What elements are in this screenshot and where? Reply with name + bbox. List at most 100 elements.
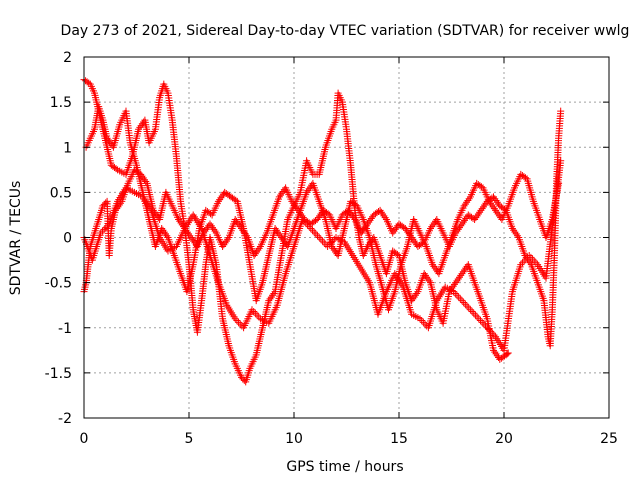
data-point	[175, 215, 182, 223]
data-point-interp	[375, 208, 383, 216]
data-point	[401, 224, 409, 232]
data-point-interp	[330, 246, 338, 254]
data-point-interp	[493, 208, 501, 216]
data-point-interp	[253, 248, 261, 256]
data-point	[357, 229, 365, 237]
data-point-interp	[468, 308, 476, 316]
data-point	[504, 349, 512, 357]
data-point-interp	[527, 253, 535, 261]
data-point-interp	[481, 201, 489, 209]
data-point-interp	[289, 199, 297, 207]
data-point-interp	[270, 289, 278, 297]
x-tick-label: 25	[600, 431, 618, 447]
data-point	[303, 188, 311, 196]
data-point-interp	[529, 255, 537, 263]
y-tick-label: 1.5	[50, 95, 72, 111]
data-point-interp	[455, 224, 463, 232]
data-point-interp	[279, 187, 287, 195]
data-point	[427, 224, 434, 232]
data-point	[271, 224, 279, 232]
data-point-interp	[474, 210, 482, 218]
data-point-interp	[453, 277, 461, 285]
data-point	[458, 297, 466, 305]
data-point-interp	[431, 264, 439, 272]
data-point-interp	[465, 304, 473, 312]
data-point-interp	[493, 352, 501, 360]
data-point-interp	[137, 122, 145, 130]
data-point-interp	[329, 237, 337, 245]
y-tick-label: -0.5	[45, 276, 72, 292]
data-point-interp	[428, 223, 436, 231]
data-point-interp	[235, 221, 243, 229]
y-tick-label: -1.5	[45, 366, 72, 382]
data-point-interp	[400, 223, 408, 231]
data-point-interp	[161, 230, 169, 238]
data-point-interp	[177, 219, 185, 227]
data-point-interp	[350, 214, 358, 222]
data-point	[315, 234, 323, 241]
data-point-interp	[491, 348, 499, 356]
data-point-interp	[278, 189, 286, 197]
data-point-interp	[381, 214, 389, 222]
data-point	[429, 261, 437, 269]
y-tick-label: 1	[63, 140, 72, 156]
data-point-interp	[471, 311, 479, 319]
data-point	[525, 252, 533, 260]
data-point-interp	[429, 221, 437, 229]
data-point-interp	[432, 266, 440, 274]
data-point-interp	[462, 264, 470, 272]
data-point-interp	[332, 248, 340, 256]
data-point-interp	[485, 326, 493, 334]
data-point-interp	[320, 239, 328, 247]
data-point	[477, 206, 485, 214]
data-point-interp	[233, 317, 241, 325]
data-point-interp	[492, 350, 500, 358]
data-point	[389, 229, 397, 237]
data-point-interp	[330, 235, 338, 243]
data-point-interp	[98, 227, 106, 235]
data-point-interp	[251, 309, 259, 317]
data-point-interp	[391, 225, 399, 233]
data-point	[97, 229, 105, 237]
data-point-interp	[461, 266, 469, 274]
data-point-interp	[482, 322, 490, 330]
data-point-interp	[511, 228, 519, 236]
x-tick-label: 20	[495, 431, 513, 447]
data-point	[458, 270, 466, 278]
data-point	[420, 270, 428, 278]
data-point-interp	[450, 280, 458, 288]
data-point	[135, 125, 143, 133]
data-point-interp	[367, 215, 375, 223]
data-point-interp	[425, 277, 433, 285]
data-point	[275, 193, 283, 201]
data-point-interp	[487, 327, 495, 335]
data-point-interp	[461, 300, 469, 308]
data-point-interp	[472, 214, 480, 222]
data-point-interp	[493, 198, 501, 206]
data-point-interp	[216, 196, 224, 204]
data-point-interp	[419, 318, 427, 326]
data-point	[298, 215, 306, 223]
data-point-interp	[430, 219, 438, 227]
data-point-interp	[463, 198, 471, 206]
data-point-interp	[503, 350, 511, 358]
data-point-interp	[236, 320, 244, 328]
data-point-interp	[304, 187, 312, 195]
data-point-interp	[451, 289, 459, 297]
x-tick-label: 10	[285, 431, 303, 447]
data-point-interp	[224, 235, 232, 243]
data-point	[517, 261, 525, 269]
data-point	[416, 315, 424, 323]
data-point-interp	[102, 224, 110, 232]
y-tick-label: -1	[58, 321, 72, 337]
y-axis-label: SDTVAR / TECUs	[8, 181, 24, 296]
data-point	[376, 206, 384, 214]
data-point-interp	[461, 200, 469, 208]
data-point	[288, 197, 296, 205]
data-point-interp	[274, 228, 282, 236]
data-point	[231, 315, 239, 323]
data-point-interp	[479, 203, 487, 211]
data-point	[214, 197, 222, 205]
data-point-interp	[255, 244, 263, 252]
data-point-interp	[254, 246, 262, 254]
